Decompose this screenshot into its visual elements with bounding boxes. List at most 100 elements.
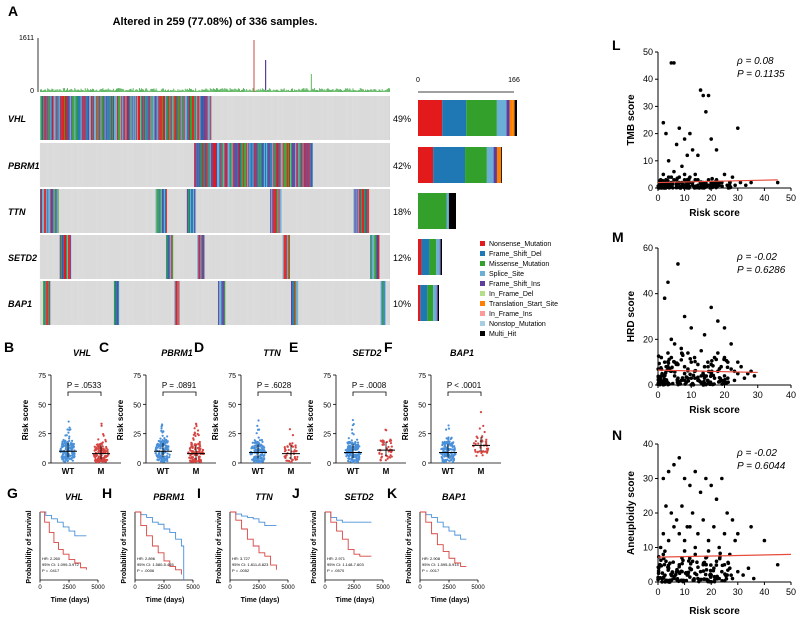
risk-dot <box>101 458 105 461</box>
risk-dot <box>451 460 455 464</box>
panel-letter-C: C <box>99 339 109 355</box>
km-xtick-label: 2500 <box>252 585 266 591</box>
risk-dot <box>474 450 477 453</box>
oncoplot-cell <box>44 189 46 233</box>
scatter-point <box>704 182 708 186</box>
scatter-ytick-label: 50 <box>643 47 653 57</box>
oncoplot-cell <box>76 96 78 140</box>
km-xlabel: Time (days) <box>51 597 90 604</box>
scatter-point <box>733 183 737 188</box>
scatter-point <box>672 61 676 65</box>
top-bar <box>174 90 176 92</box>
risk-dot <box>352 459 355 462</box>
risk-dot <box>191 446 194 450</box>
top-bar <box>299 89 301 92</box>
risk-dot <box>291 445 295 448</box>
risk-dot <box>157 454 160 457</box>
scatter-point <box>710 358 714 363</box>
scatter-point <box>661 120 666 125</box>
risk-dot <box>295 458 299 461</box>
scatter-point <box>670 381 675 386</box>
scatter-xtick-label: 40 <box>759 193 769 203</box>
oncoplot-cell <box>378 235 380 279</box>
fit-line <box>657 179 778 184</box>
top-bar <box>78 90 80 92</box>
risk-dot <box>261 460 264 463</box>
scatter-point <box>659 366 663 370</box>
top-bar <box>333 90 335 92</box>
pvalue-L: P = 0.1135 <box>737 69 785 80</box>
risk-dot <box>199 444 202 448</box>
top-bar <box>361 89 363 92</box>
risk-dot <box>260 438 264 442</box>
top-bar <box>93 89 95 92</box>
risk-dot <box>189 449 192 452</box>
scatter-point <box>739 364 743 369</box>
top-bar <box>46 90 48 92</box>
top-bar <box>152 89 154 92</box>
oncoplot-cell <box>381 281 383 325</box>
scatter-point <box>677 564 681 569</box>
scatter-ytick-label: 30 <box>643 101 653 111</box>
km-xtick-label: 0 <box>418 585 422 591</box>
oncoplot-cell <box>101 96 103 140</box>
scatter-xtick-label: 10 <box>686 390 696 400</box>
scatter-point <box>662 185 667 190</box>
top-bar <box>44 89 46 92</box>
oncoplot-cell <box>46 281 48 325</box>
oncoplot-cell <box>107 96 109 140</box>
scatter-ytick-label: 40 <box>643 74 653 84</box>
risk-dot <box>190 442 193 445</box>
top-bar <box>97 90 99 92</box>
legend-swatch <box>480 291 485 296</box>
risk-dot <box>440 456 444 459</box>
risk-dot <box>61 443 64 446</box>
scatter-point <box>661 172 666 177</box>
oncoplot-cell <box>162 96 164 140</box>
oncoplot-cell <box>195 143 197 187</box>
oncoplot-cell <box>273 189 275 233</box>
oncoplot-cell <box>202 96 204 140</box>
scatter-point <box>660 178 665 183</box>
legend-swatch <box>480 271 485 276</box>
km-xtick-label: 2500 <box>157 585 171 591</box>
risk-dot <box>100 443 103 446</box>
oncoplot-cell <box>48 189 50 233</box>
scatter-point <box>674 518 679 522</box>
top-bar <box>150 88 152 92</box>
side-bar-segment <box>493 147 497 183</box>
scatter-point <box>666 568 670 572</box>
p-value-B: P = .0533 <box>67 381 102 390</box>
scatter-point <box>690 511 695 515</box>
top-bar <box>260 90 262 92</box>
oncoplot-cell <box>104 96 106 140</box>
gene-label: SETD2 <box>8 253 37 263</box>
top-bar <box>315 90 316 92</box>
scatter-point <box>696 153 700 158</box>
risk-dot <box>454 452 457 456</box>
scatter-point <box>702 364 707 369</box>
oncoplot-cell <box>210 143 212 187</box>
gene-label: TTN <box>8 207 26 217</box>
oncoplot-cell <box>187 189 189 233</box>
scatter-ytick-label: 0 <box>648 183 653 193</box>
risk-dot <box>259 457 262 460</box>
side-bar-segment <box>509 100 513 136</box>
oncoplot-cell <box>221 143 223 187</box>
oncoplot-cell <box>60 235 62 279</box>
top-bar <box>154 90 156 92</box>
km-xtick-label: 0 <box>133 585 137 591</box>
risk-dot <box>71 459 74 462</box>
scatter-point <box>660 371 664 376</box>
risk-dot <box>102 456 106 460</box>
scatter-point <box>660 571 665 575</box>
top-bar <box>273 89 275 92</box>
oncoplot-cell <box>53 189 55 233</box>
scatter-point <box>702 379 706 384</box>
oncoplot-cell <box>279 189 281 233</box>
top-bar <box>131 90 133 92</box>
top-bar <box>185 89 187 92</box>
risk-dot <box>102 450 105 453</box>
oncoplot-cell <box>196 96 198 140</box>
top-bar <box>92 88 93 92</box>
